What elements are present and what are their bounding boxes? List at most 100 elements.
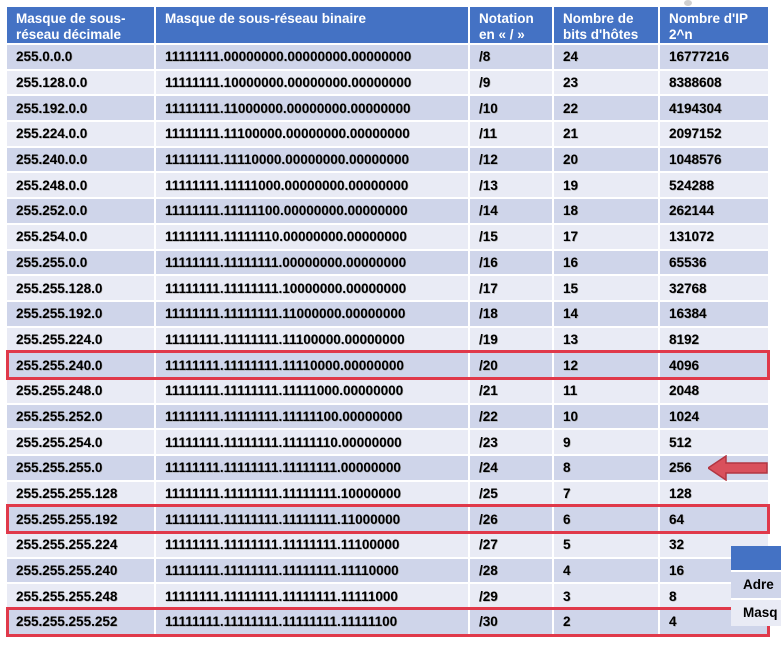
cell-host-bits: 12 [552,351,660,379]
cell-ip-count: 128 [658,479,770,508]
cell-binary-mask: 11111111.11111111.11111111.11100000 [154,531,470,559]
cell-host-bits: 7 [552,479,660,508]
cell-decimal-mask: 255.248.0.0 [5,171,156,200]
cell-ip-count: 65536 [658,248,770,277]
cell-decimal-mask: 255.255.240.0 [5,351,156,379]
cell-binary-mask: 11111111.11111111.11111111.11000000 [154,505,470,534]
table-row: 255.252.0.0 11111111.11111100.00000000.00… [5,197,770,225]
cell-ip-count: 131072 [658,222,770,251]
table-row: 255.255.0.0 11111111.11111111.00000000.00… [5,248,770,277]
cell-binary-mask: 11111111.11000000.00000000.00000000 [154,94,470,123]
cell-slash-notation: /13 [468,171,554,200]
cell-slash-notation: /20 [468,351,554,379]
table-row: 255.255.255.0 11111111.11111111.11111111.… [5,454,770,482]
fragment-header [731,546,781,570]
cell-ip-count: 8388608 [658,68,770,97]
cell-decimal-mask: 255.255.255.252 [5,608,156,636]
cell-slash-notation: /25 [468,479,554,508]
fragment-row-address: Adre [731,570,781,598]
table-row: 255.254.0.0 11111111.11111110.00000000.00… [5,222,770,251]
cell-decimal-mask: 255.224.0.0 [5,120,156,148]
table-row: 255.255.255.252 11111111.11111111.1111111… [5,608,770,636]
subnet-table-container: Masque de sous-réseau décimale Masque de… [5,5,770,636]
cell-binary-mask: 11111111.11100000.00000000.00000000 [154,120,470,148]
cell-host-bits: 10 [552,402,660,431]
cell-binary-mask: 11111111.11111111.11110000.00000000 [154,351,470,379]
table-row: 255.255.248.0 11111111.11111111.11111000.… [5,376,770,405]
table-row: 255.255.255.248 11111111.11111111.1111111… [5,582,770,611]
cell-decimal-mask: 255.0.0.0 [5,43,156,71]
header-slash-notation: Notation en « / » [468,5,554,45]
cell-ip-count: 1048576 [658,145,770,174]
subnet-mask-table: Masque de sous-réseau décimale Masque de… [5,5,770,636]
table-row: 255.255.255.240 11111111.11111111.1111111… [5,556,770,585]
table-row: 255.240.0.0 11111111.11110000.00000000.00… [5,145,770,174]
cell-slash-notation: /28 [468,556,554,585]
cell-binary-mask: 11111111.11111111.11100000.00000000 [154,325,470,354]
cell-slash-notation: /15 [468,222,554,251]
cell-binary-mask: 11111111.11111111.11111111.00000000 [154,454,470,482]
table-row: 255.255.255.128 11111111.11111111.1111111… [5,479,770,508]
cell-decimal-mask: 255.255.255.0 [5,454,156,482]
cell-slash-notation: /17 [468,274,554,302]
cell-decimal-mask: 255.255.224.0 [5,325,156,354]
cell-host-bits: 21 [552,120,660,148]
cell-ip-count: 32 [658,531,770,559]
cell-decimal-mask: 255.192.0.0 [5,94,156,123]
cell-binary-mask: 11111111.11111111.11111110.00000000 [154,428,470,456]
cell-slash-notation: /23 [468,428,554,456]
cell-binary-mask: 11111111.11111111.11111000.00000000 [154,376,470,405]
cell-host-bits: 19 [552,171,660,200]
cell-binary-mask: 11111111.11111111.10000000.00000000 [154,274,470,302]
cell-binary-mask: 11111111.11111111.11111111.11111000 [154,582,470,611]
cell-host-bits: 18 [552,197,660,225]
cell-ip-count: 8192 [658,325,770,354]
fragment-row-mask: Masq [731,598,781,626]
cell-slash-notation: /12 [468,145,554,174]
cell-host-bits: 3 [552,582,660,611]
cell-decimal-mask: 255.255.255.224 [5,531,156,559]
table-row: 255.192.0.0 11111111.11000000.00000000.00… [5,94,770,123]
cell-host-bits: 22 [552,94,660,123]
cell-decimal-mask: 255.254.0.0 [5,222,156,251]
cell-ip-count: 16777216 [658,43,770,71]
cell-ip-count: 2097152 [658,120,770,148]
cell-slash-notation: /19 [468,325,554,354]
cell-binary-mask: 11111111.11111100.00000000.00000000 [154,197,470,225]
cell-slash-notation: /30 [468,608,554,636]
cell-decimal-mask: 255.255.128.0 [5,274,156,302]
cell-ip-count: 524288 [658,171,770,200]
table-header-row: Masque de sous-réseau décimale Masque de… [5,5,770,45]
cell-ip-count: 262144 [658,197,770,225]
cell-ip-count: 1024 [658,402,770,431]
cell-host-bits: 4 [552,556,660,585]
cell-slash-notation: /16 [468,248,554,277]
cell-ip-count: 4096 [658,351,770,379]
cell-decimal-mask: 255.255.255.192 [5,505,156,534]
cell-binary-mask: 11111111.11111000.00000000.00000000 [154,171,470,200]
cell-decimal-mask: 255.240.0.0 [5,145,156,174]
cell-host-bits: 6 [552,505,660,534]
cell-binary-mask: 11111111.11111111.00000000.00000000 [154,248,470,277]
table-row: 255.255.254.0 11111111.11111111.11111110.… [5,428,770,456]
cell-slash-notation: /21 [468,376,554,405]
cell-decimal-mask: 255.255.255.240 [5,556,156,585]
cell-slash-notation: /11 [468,120,554,148]
cell-host-bits: 24 [552,43,660,71]
header-host-bits: Nombre de bits d'hôtes [552,5,660,45]
table-row: 255.0.0.0 11111111.00000000.00000000.0000… [5,43,770,71]
cell-ip-count: 512 [658,428,770,456]
resize-handle [684,0,692,6]
table-row: 255.255.240.0 11111111.11111111.11110000.… [5,351,770,379]
cell-binary-mask: 11111111.11110000.00000000.00000000 [154,145,470,174]
cell-binary-mask: 11111111.11111111.11111111.10000000 [154,479,470,508]
cell-slash-notation: /26 [468,505,554,534]
cell-host-bits: 9 [552,428,660,456]
cell-decimal-mask: 255.128.0.0 [5,68,156,97]
cell-slash-notation: /10 [468,94,554,123]
cell-decimal-mask: 255.255.252.0 [5,402,156,431]
cell-host-bits: 11 [552,376,660,405]
cell-ip-count: 4194304 [658,94,770,123]
table-row: 255.255.128.0 11111111.11111111.10000000.… [5,274,770,302]
cell-decimal-mask: 255.255.254.0 [5,428,156,456]
